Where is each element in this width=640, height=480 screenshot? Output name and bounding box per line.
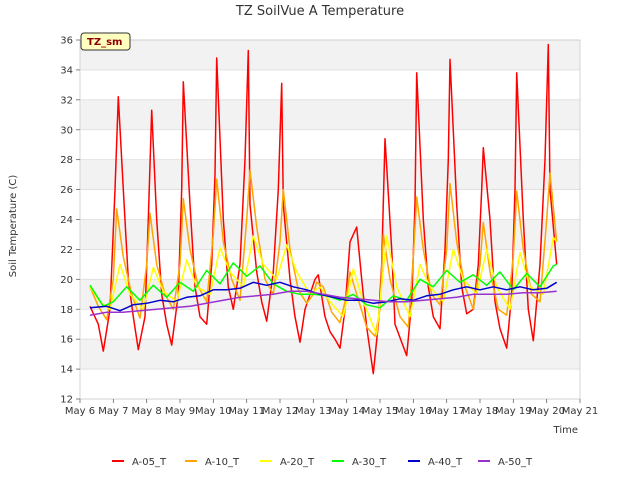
legend-label: A-40_T xyxy=(428,457,463,468)
legend: A-05_T A-10_T A-20_T A-30_T A-40_T A-50_T xyxy=(112,457,533,468)
y-tick-label: 32 xyxy=(60,95,73,106)
y-tick-label: 12 xyxy=(60,395,73,406)
y-axis-ticks: 12 14 16 18 20 22 24 26 28 30 32 34 36 xyxy=(60,36,80,406)
x-tick-label: May 8 xyxy=(132,406,162,417)
x-axis-label: Time xyxy=(553,425,578,436)
legend-label: A-50_T xyxy=(498,457,533,468)
site-tag: TZ_sm xyxy=(80,32,131,51)
x-tick-label: May 16 xyxy=(395,406,432,417)
y-tick-label: 16 xyxy=(60,335,73,346)
y-tick-label: 30 xyxy=(60,125,73,136)
y-tick-label: 22 xyxy=(60,245,73,256)
y-axis-label: Soil Temperature (C) xyxy=(8,175,19,278)
x-tick-label: May 9 xyxy=(165,406,195,417)
site-tag-label: TZ_sm xyxy=(87,37,122,48)
series-line-a-40-t xyxy=(89,281,558,312)
x-tick-label: May 12 xyxy=(262,406,299,417)
grid-band xyxy=(80,99,580,130)
x-tick-label: May 21 xyxy=(562,406,599,417)
y-tick-label: 28 xyxy=(60,155,73,166)
grid-band xyxy=(80,339,580,370)
grid-band xyxy=(80,159,580,190)
x-tick-label: May 17 xyxy=(428,406,465,417)
y-tick-label: 18 xyxy=(60,305,73,316)
chart-title: TZ SoilVue A Temperature xyxy=(235,4,404,19)
legend-label: A-10_T xyxy=(205,457,240,468)
x-tick-label: May 10 xyxy=(195,406,232,417)
site-tag-box xyxy=(80,32,131,51)
series-line-a-10-t xyxy=(89,169,558,337)
grid-band xyxy=(80,219,580,250)
x-tick-label: May 13 xyxy=(295,406,332,417)
x-tick-label: May 20 xyxy=(528,406,565,417)
series-lines xyxy=(89,43,558,375)
legend-label: A-20_T xyxy=(280,457,315,468)
x-tick-label: May 15 xyxy=(362,406,399,417)
legend-label: A-30_T xyxy=(352,457,387,468)
x-tick-label: May 14 xyxy=(328,406,365,417)
x-tick-label: May 19 xyxy=(495,406,532,417)
legend-label: A-05_T xyxy=(132,457,167,468)
grid-bands xyxy=(80,40,580,370)
x-tick-label: May 18 xyxy=(462,406,499,417)
y-tick-label: 14 xyxy=(60,365,73,376)
y-tick-label: 34 xyxy=(60,65,73,76)
series-line-a-50-t xyxy=(89,290,557,316)
y-tick-label: 36 xyxy=(60,36,73,47)
y-tick-label: 20 xyxy=(60,275,73,286)
x-tick-label: May 6 xyxy=(65,406,95,417)
series-line-a-05-t xyxy=(89,43,558,375)
y-tick-label: 26 xyxy=(60,185,73,196)
x-tick-label: May 11 xyxy=(228,406,265,417)
y-tick-label: 24 xyxy=(60,215,73,226)
grid-band xyxy=(80,40,580,70)
x-tick-label: May 7 xyxy=(98,406,128,417)
